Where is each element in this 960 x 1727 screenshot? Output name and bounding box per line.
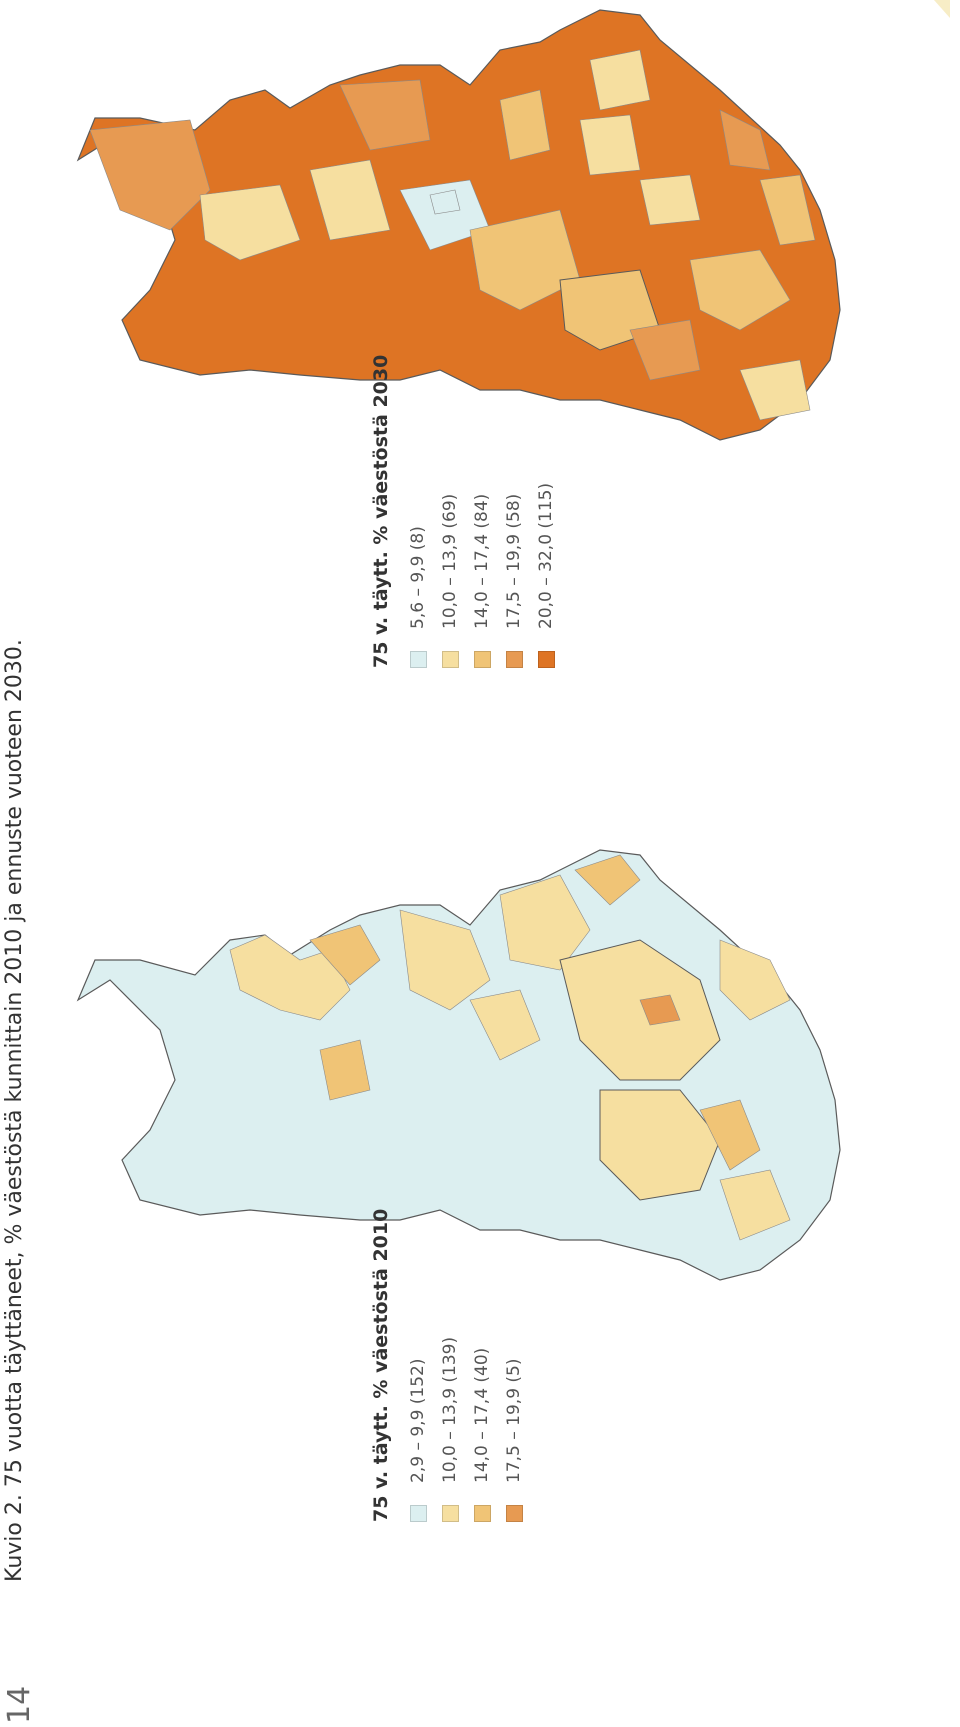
legend-label: 10,0 – 13,9 (69) (440, 493, 460, 629)
legend-swatch (441, 651, 459, 668)
legend-label: 2,9 – 9,9 (152) (408, 1358, 428, 1484)
legend-swatch (441, 1505, 459, 1522)
legend-swatch (409, 651, 427, 668)
legend-2010: 75 v. täytt. % väestöstä 2010 2,9 – 9,9 … (370, 1209, 530, 1522)
legend-swatch (505, 651, 523, 668)
legend-2010-item: 14,0 – 17,4 (40) (466, 1209, 498, 1522)
legend-swatch (537, 651, 555, 668)
legend-swatch (473, 651, 491, 668)
legend-2030-item: 5,6 – 9,9 (8) (402, 355, 434, 668)
corner-tab-mark (934, 0, 950, 18)
legend-label: 17,5 – 19,9 (5) (504, 1358, 524, 1484)
legend-label: 14,0 – 17,4 (40) (472, 1347, 492, 1483)
legend-2030-title: 75 v. täytt. % väestöstä 2030 (370, 354, 392, 668)
legend-2010-item: 17,5 – 19,9 (5) (498, 1209, 530, 1522)
legend-label: 10,0 – 13,9 (139) (440, 1336, 460, 1483)
legend-2030-item: 14,0 – 17,4 (84) (466, 355, 498, 668)
map-2030-regions (76, 9, 841, 441)
legend-label: 5,6 – 9,9 (8) (408, 526, 428, 629)
legend-swatch (409, 1505, 427, 1522)
legend-2010-title: 75 v. täytt. % väestöstä 2010 (370, 1208, 392, 1522)
legend-label: 14,0 – 17,4 (84) (472, 493, 492, 629)
legend-2030-item: 17,5 – 19,9 (58) (498, 355, 530, 668)
legend-swatch (505, 1505, 523, 1522)
map-2010-regions (76, 849, 841, 1281)
legend-swatch (473, 1505, 491, 1522)
legend-2010-item: 10,0 – 13,9 (139) (434, 1209, 466, 1522)
legend-2010-item: 2,9 – 9,9 (152) (402, 1209, 434, 1522)
legend-label: 20,0 – 32,0 (115) (536, 482, 556, 629)
legend-2030-item: 10,0 – 13,9 (69) (434, 355, 466, 668)
legend-label: 17,5 – 19,9 (58) (504, 493, 524, 629)
legend-2030-item: 20,0 – 32,0 (115) (530, 355, 562, 668)
legend-2030: 75 v. täytt. % väestöstä 2030 5,6 – 9,9 … (370, 355, 562, 668)
